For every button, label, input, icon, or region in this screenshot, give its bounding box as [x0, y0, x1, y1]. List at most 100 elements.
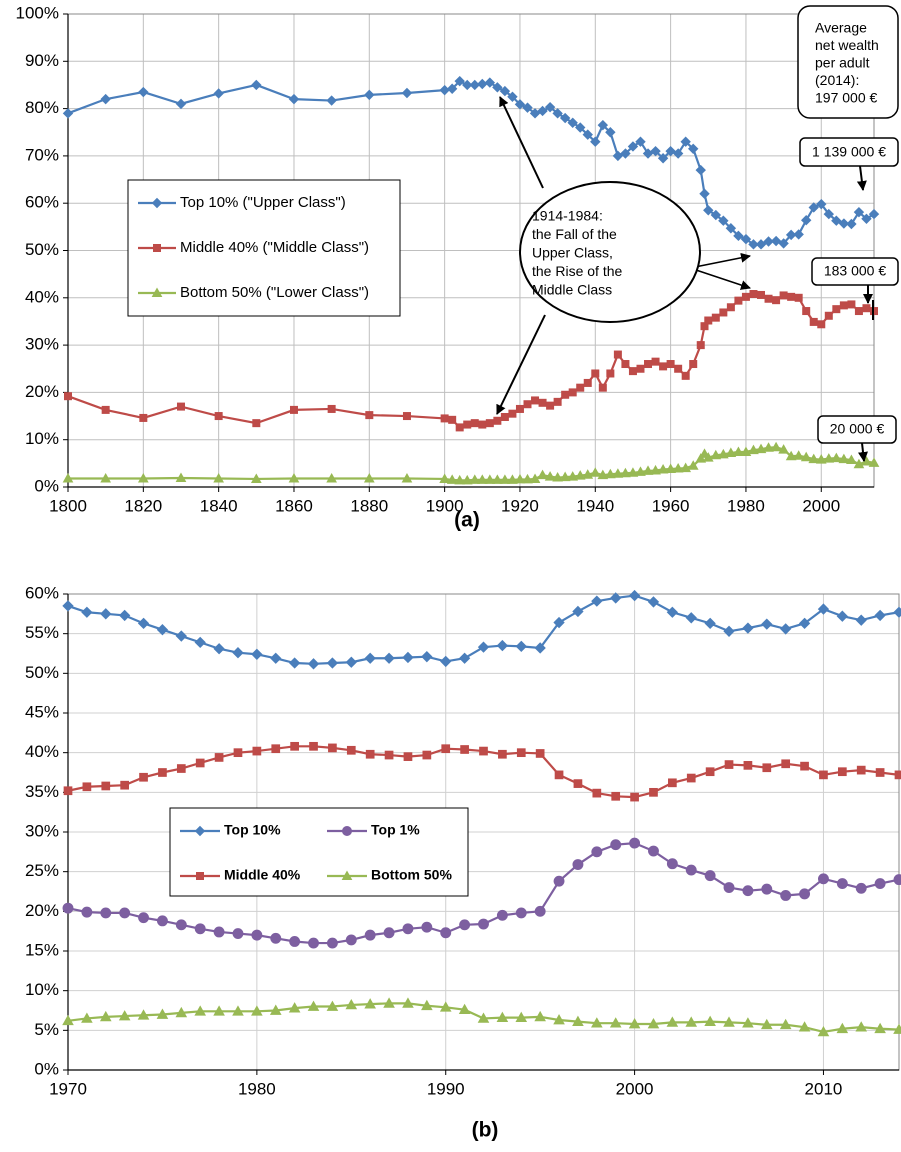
marker — [612, 468, 624, 478]
marker — [553, 616, 565, 629]
marker — [531, 396, 540, 405]
marker — [138, 912, 149, 924]
marker — [568, 388, 577, 397]
marker — [572, 605, 584, 618]
marker — [680, 462, 692, 473]
marker — [620, 467, 631, 478]
annotation-text: the Fall of the — [532, 226, 617, 242]
marker — [668, 778, 677, 788]
marker — [364, 929, 376, 941]
marker — [816, 198, 827, 210]
marker — [478, 918, 489, 930]
marker — [516, 748, 526, 758]
marker — [441, 744, 451, 754]
marker — [421, 999, 433, 1011]
marker — [175, 1006, 188, 1018]
marker — [695, 164, 706, 176]
marker — [559, 471, 571, 482]
marker — [139, 772, 148, 782]
marker — [214, 753, 224, 762]
marker — [119, 907, 131, 919]
marker — [288, 93, 300, 105]
marker — [583, 378, 592, 387]
marker — [597, 119, 609, 131]
marker — [402, 412, 411, 421]
marker — [194, 923, 206, 935]
legend-box — [169, 807, 469, 897]
marker — [666, 858, 678, 870]
marker — [686, 773, 696, 783]
marker — [233, 748, 243, 758]
marker — [365, 411, 374, 420]
x-tick-label: 2010 — [805, 1079, 843, 1098]
marker — [605, 468, 616, 479]
marker — [740, 446, 752, 456]
marker — [647, 1018, 660, 1029]
marker — [809, 317, 818, 326]
marker — [439, 473, 450, 483]
marker — [478, 420, 487, 429]
y-tick-label: 25% — [25, 861, 59, 880]
marker — [534, 905, 546, 917]
marker — [605, 127, 616, 138]
marker — [685, 1016, 698, 1027]
annotation-text: Middle Class — [532, 282, 612, 298]
marker — [546, 401, 555, 410]
marker — [493, 416, 502, 425]
marker — [836, 1022, 849, 1034]
marker — [575, 122, 586, 133]
marker — [635, 136, 646, 147]
x-tick-label: 1980 — [727, 496, 765, 515]
y-tick-label: 35% — [25, 782, 59, 801]
x-tick-label: 1980 — [238, 1079, 276, 1098]
marker — [81, 1012, 93, 1023]
marker — [800, 761, 809, 771]
y-tick-label: 50% — [25, 240, 59, 259]
marker — [704, 870, 716, 882]
marker — [479, 746, 488, 756]
caption: (b) — [472, 1119, 499, 1142]
marker — [725, 223, 737, 234]
marker — [680, 136, 691, 147]
marker — [650, 464, 661, 475]
marker — [421, 921, 433, 933]
marker — [270, 932, 282, 944]
marker — [760, 1018, 773, 1030]
marker — [636, 364, 645, 373]
marker — [718, 215, 729, 226]
marker — [591, 1017, 603, 1028]
legend-label: Bottom 50% ("Lower Class") — [180, 284, 369, 301]
marker — [874, 1022, 886, 1034]
marker — [477, 78, 488, 90]
marker — [665, 463, 676, 474]
marker — [342, 826, 352, 836]
marker — [101, 781, 111, 791]
marker — [770, 441, 782, 452]
marker — [439, 1001, 452, 1012]
x-tick-label: 1920 — [501, 496, 539, 515]
marker — [710, 449, 722, 460]
marker — [650, 145, 661, 157]
marker — [837, 767, 847, 777]
y-tick-label: 40% — [25, 742, 59, 761]
marker — [659, 362, 668, 371]
marker — [345, 934, 357, 946]
marker — [762, 763, 772, 773]
annotation-text: net wealth — [815, 37, 879, 53]
marker — [554, 770, 564, 780]
marker — [836, 610, 848, 622]
marker — [798, 617, 811, 630]
marker — [213, 643, 225, 655]
marker — [710, 209, 722, 221]
marker — [459, 919, 471, 931]
marker — [544, 101, 556, 113]
callout-arrow — [858, 442, 868, 462]
marker — [724, 760, 734, 769]
marker — [868, 208, 880, 220]
marker — [742, 1017, 754, 1028]
y-tick-label: 30% — [25, 335, 59, 354]
marker — [734, 296, 743, 305]
marker — [250, 473, 262, 483]
callout-box — [797, 5, 899, 119]
marker — [672, 463, 684, 473]
